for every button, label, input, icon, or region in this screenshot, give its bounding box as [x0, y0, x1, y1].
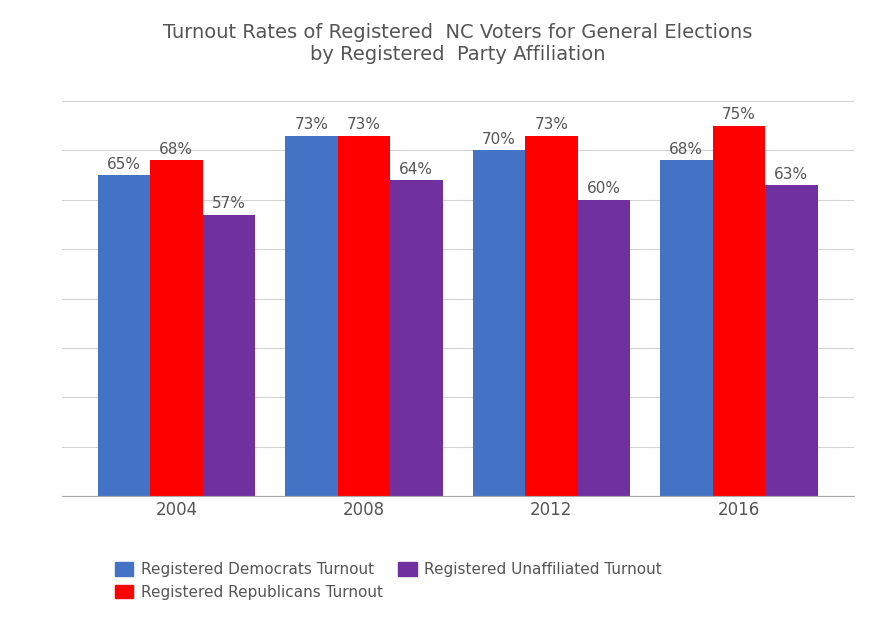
- Bar: [473, 150, 525, 496]
- Bar: [202, 214, 255, 496]
- Text: 65%: 65%: [106, 156, 141, 172]
- Text: 73%: 73%: [294, 117, 328, 132]
- Bar: [285, 135, 338, 496]
- Text: 68%: 68%: [670, 142, 703, 157]
- Text: 73%: 73%: [347, 117, 381, 132]
- Text: 57%: 57%: [212, 196, 246, 211]
- Text: 64%: 64%: [400, 162, 433, 177]
- Text: 60%: 60%: [587, 181, 621, 197]
- Text: 68%: 68%: [159, 142, 194, 157]
- Bar: [525, 135, 577, 496]
- Title: Turnout Rates of Registered  NC Voters for General Elections
by Registered  Part: Turnout Rates of Registered NC Voters fo…: [163, 23, 752, 64]
- Bar: [98, 175, 150, 496]
- Text: 70%: 70%: [482, 132, 516, 147]
- Text: 73%: 73%: [534, 117, 568, 132]
- Bar: [660, 160, 713, 496]
- Bar: [390, 180, 443, 496]
- Bar: [765, 185, 818, 496]
- Bar: [577, 200, 630, 496]
- Bar: [713, 126, 765, 496]
- Text: 63%: 63%: [774, 167, 809, 181]
- Legend: Registered Democrats Turnout, Registered Republicans Turnout, Registered Unaffil: Registered Democrats Turnout, Registered…: [109, 556, 668, 606]
- Bar: [150, 160, 202, 496]
- Text: 75%: 75%: [722, 107, 756, 122]
- Bar: [338, 135, 390, 496]
